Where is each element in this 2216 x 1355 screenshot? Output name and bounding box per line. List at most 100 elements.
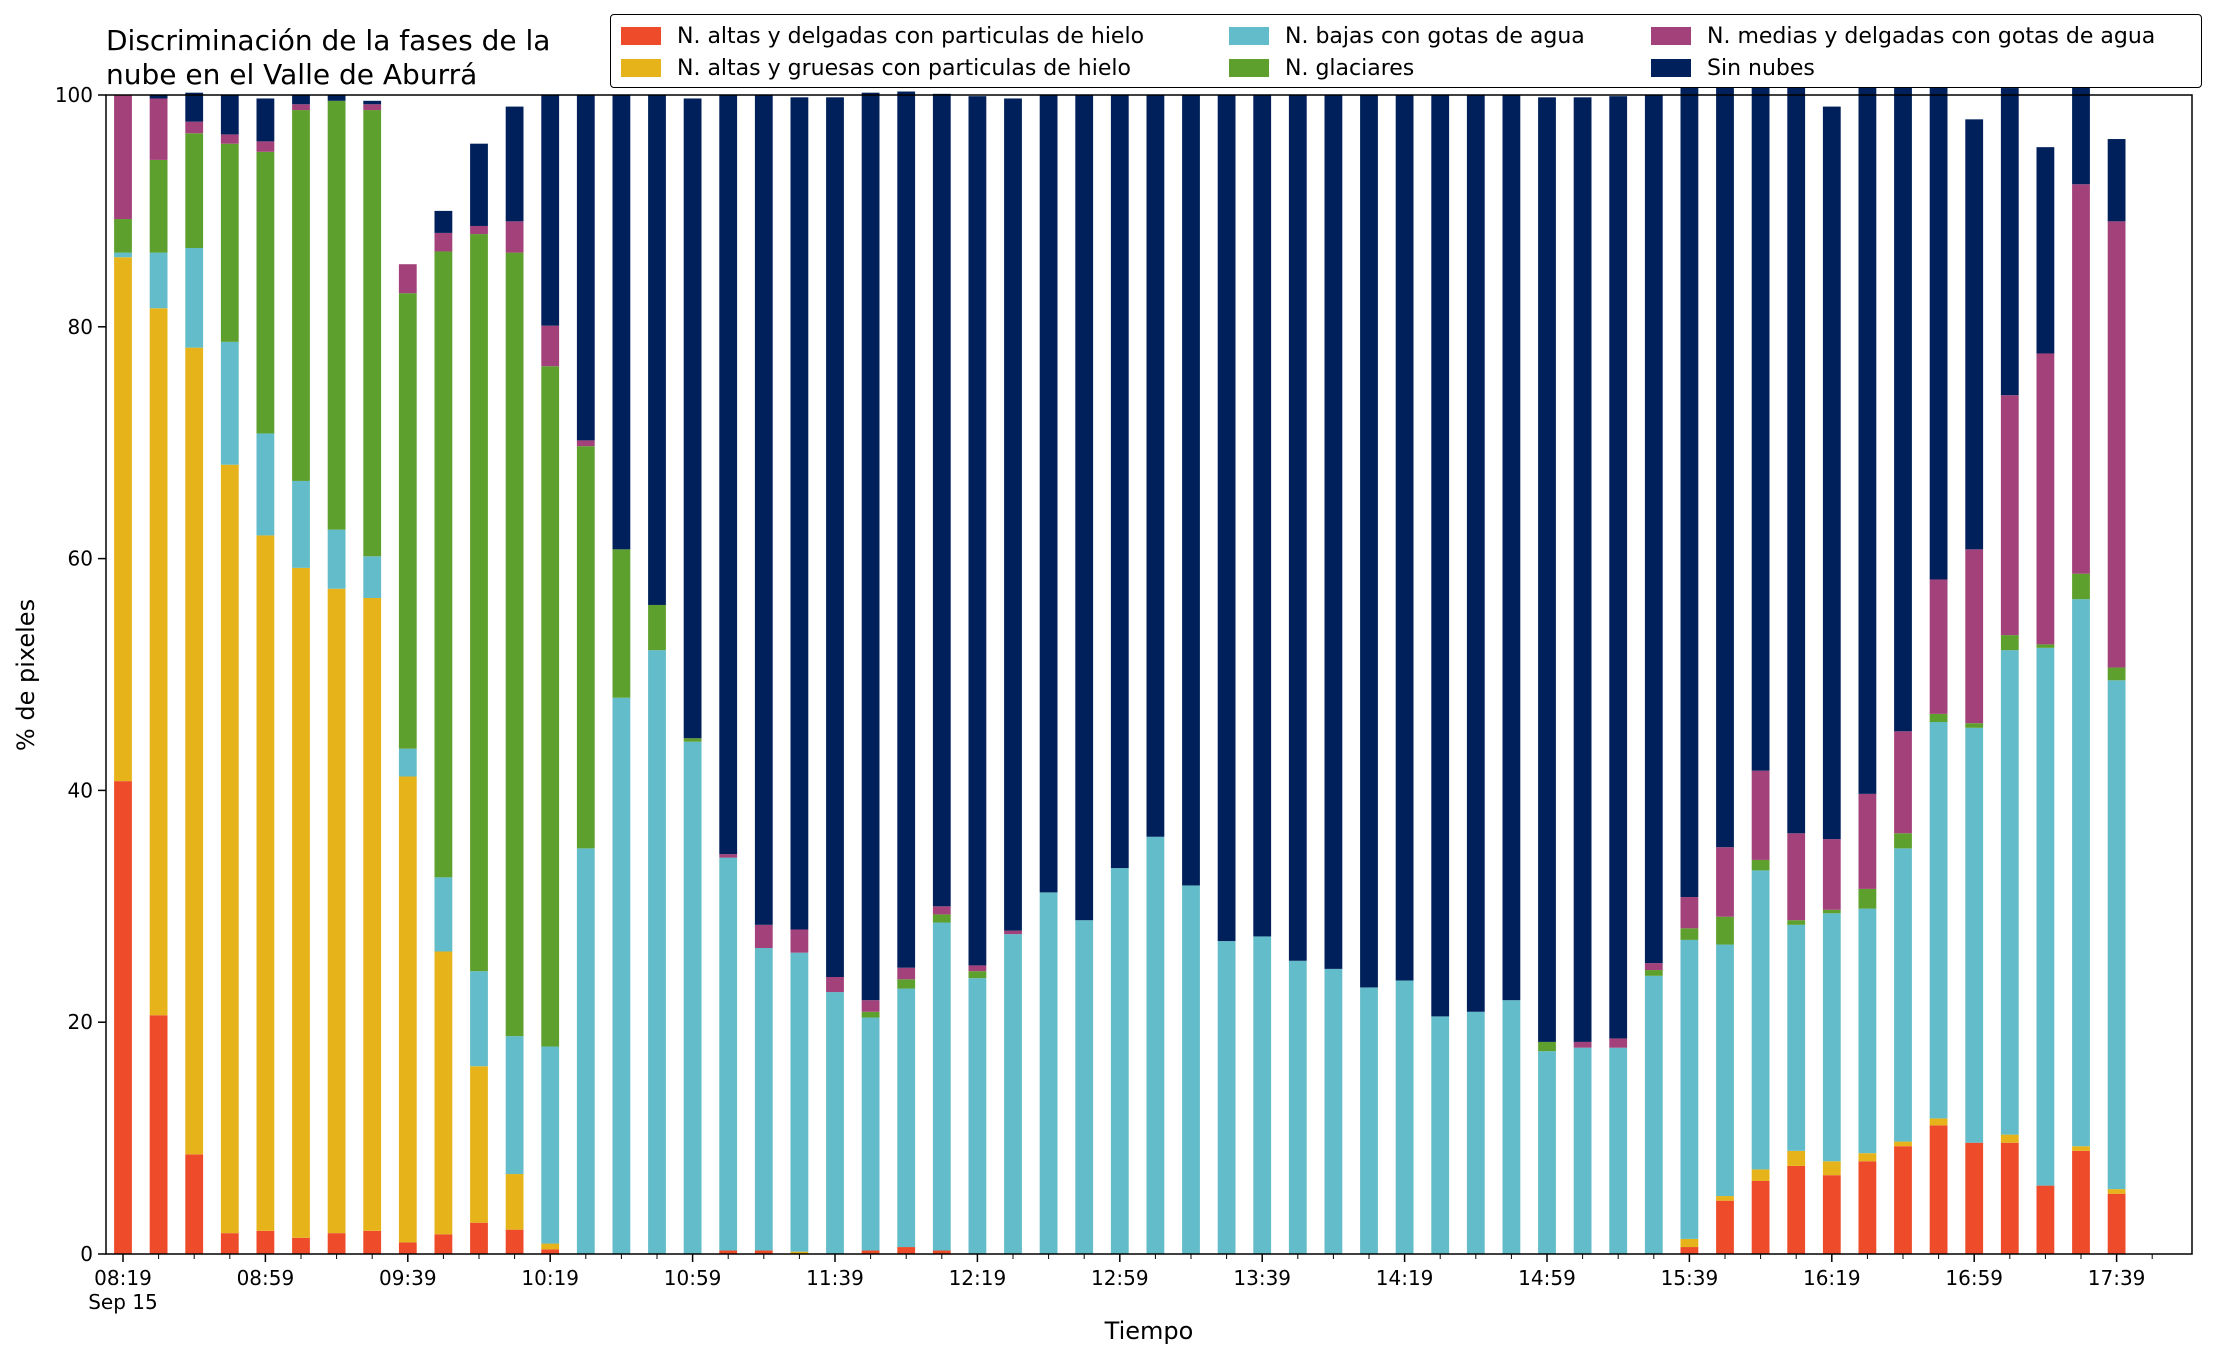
- bar-segment: [398, 1242, 417, 1254]
- bar-segment: [2036, 647, 2055, 1186]
- x-tick-label: 08:19: [94, 1266, 152, 1290]
- bar-segment: [1822, 1161, 1841, 1176]
- bar-segment: [897, 988, 916, 1248]
- bar-segment: [1431, 95, 1450, 1017]
- bar-segment: [1538, 97, 1556, 1042]
- bar-segment: [1894, 1146, 1912, 1254]
- bar-segment: [2072, 599, 2090, 1147]
- bar-segment: [505, 1036, 524, 1175]
- bar-segment: [470, 1222, 488, 1254]
- legend-label: N. glaciares: [1285, 55, 1415, 81]
- bar-segment: [256, 141, 275, 152]
- x-tick-label: 15:39: [1661, 1266, 1719, 1290]
- bar-segment: [1929, 1125, 1948, 1254]
- bar-segment: [220, 464, 239, 1234]
- bar-segment: [897, 979, 916, 989]
- bar-segment: [327, 1233, 346, 1254]
- bar-segment: [114, 252, 132, 258]
- bar-segment: [363, 100, 382, 105]
- bar-segment: [1609, 1038, 1628, 1048]
- bar-segment: [897, 967, 916, 980]
- plot-frame: [105, 94, 2193, 1255]
- bar-segment: [1538, 1051, 1556, 1254]
- bar-segment: [220, 1233, 239, 1254]
- legend-item: N. altas y gruesas con particulas de hie…: [621, 55, 1131, 81]
- x-tick-sublabel: Sep 15: [88, 1290, 158, 1314]
- bar-segment: [1324, 95, 1343, 969]
- bar-segment: [790, 1251, 809, 1254]
- bar-segment: [2107, 1189, 2126, 1194]
- bar-segment: [2072, 1146, 2090, 1151]
- bar-segment: [1644, 95, 1663, 964]
- bar-segment: [220, 134, 239, 144]
- bar-segment: [363, 110, 382, 557]
- bar-segment: [1858, 1153, 1877, 1162]
- bar-segment: [185, 347, 204, 1155]
- bar-segment: [1217, 941, 1236, 1254]
- bar-segment: [327, 100, 346, 530]
- bar-segment: [2107, 139, 2126, 222]
- bar-segment: [2036, 644, 2055, 648]
- y-tick-label: 0: [80, 1242, 93, 1266]
- bar-segment: [292, 567, 310, 1238]
- bar-segment: [1039, 95, 1058, 893]
- bar-segment: [754, 948, 773, 1251]
- bar-segment: [1751, 1180, 1770, 1254]
- bar-segment: [1787, 833, 1806, 921]
- bar-segment: [2072, 184, 2090, 574]
- bar-segment: [1787, 1150, 1806, 1166]
- bar-segment: [719, 1250, 738, 1254]
- y-tick-label: 100: [55, 83, 93, 107]
- bar-segment: [754, 95, 773, 925]
- bar-segment: [1217, 95, 1236, 942]
- bar-segment: [754, 924, 773, 949]
- bar-segment: [1644, 970, 1663, 976]
- bar-segment: [398, 776, 417, 1243]
- legend: N. altas y delgadas con particulas de hi…: [610, 14, 2202, 88]
- bar-segment: [470, 971, 488, 1067]
- bar-segment: [826, 97, 844, 977]
- bar-segment: [1858, 888, 1877, 909]
- bar-segment: [683, 741, 702, 1254]
- bar-segment: [220, 143, 239, 342]
- bar-segment: [470, 234, 488, 972]
- bar-segment: [114, 781, 132, 1254]
- bar-segment: [1680, 939, 1699, 1239]
- bar-segment: [2107, 680, 2126, 1190]
- bar-segment: [149, 159, 168, 253]
- bar-segment: [1929, 1118, 1948, 1126]
- bar-segment: [1110, 868, 1129, 1254]
- bar-segment: [1680, 1247, 1699, 1254]
- bar-segment: [1360, 95, 1378, 988]
- bar-segment: [1680, 897, 1699, 929]
- bar-segment: [220, 341, 239, 465]
- bar-segment: [1466, 1011, 1485, 1254]
- bar-segment: [292, 1237, 310, 1254]
- bar-segment: [1787, 920, 1806, 925]
- x-tick-label: 11:39: [806, 1266, 864, 1290]
- bar-segment: [292, 110, 310, 481]
- bar-segment: [541, 325, 560, 367]
- bar-segment: [2072, 573, 2090, 600]
- bar-segment: [1822, 909, 1841, 914]
- bar-segment: [1146, 836, 1165, 1254]
- bar-segment: [648, 604, 666, 651]
- bar-segment: [1965, 119, 1984, 550]
- bar-segment: [1751, 859, 1770, 871]
- bar-segment: [1858, 908, 1877, 1154]
- bar-segment: [256, 1230, 275, 1254]
- legend-swatch: [1229, 59, 1269, 77]
- bar-segment: [2036, 1185, 2055, 1254]
- legend-label: N. altas y delgadas con particulas de hi…: [677, 23, 1145, 49]
- bar-segment: [541, 1046, 560, 1244]
- legend-swatch: [1651, 59, 1691, 77]
- bar-segment: [2107, 667, 2126, 681]
- bar-segment: [398, 748, 417, 777]
- bar-segment: [1573, 1047, 1592, 1254]
- x-tick-label: 14:19: [1376, 1266, 1434, 1290]
- bar-segment: [861, 1000, 880, 1012]
- bar-segment: [1894, 848, 1912, 1142]
- bar-segment: [612, 697, 631, 1254]
- bar-segment: [1965, 1142, 1984, 1254]
